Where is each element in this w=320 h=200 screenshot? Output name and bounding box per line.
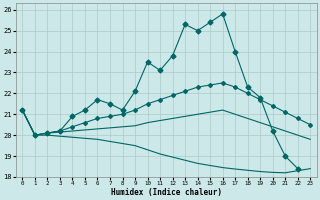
X-axis label: Humidex (Indice chaleur): Humidex (Indice chaleur) <box>111 188 222 197</box>
